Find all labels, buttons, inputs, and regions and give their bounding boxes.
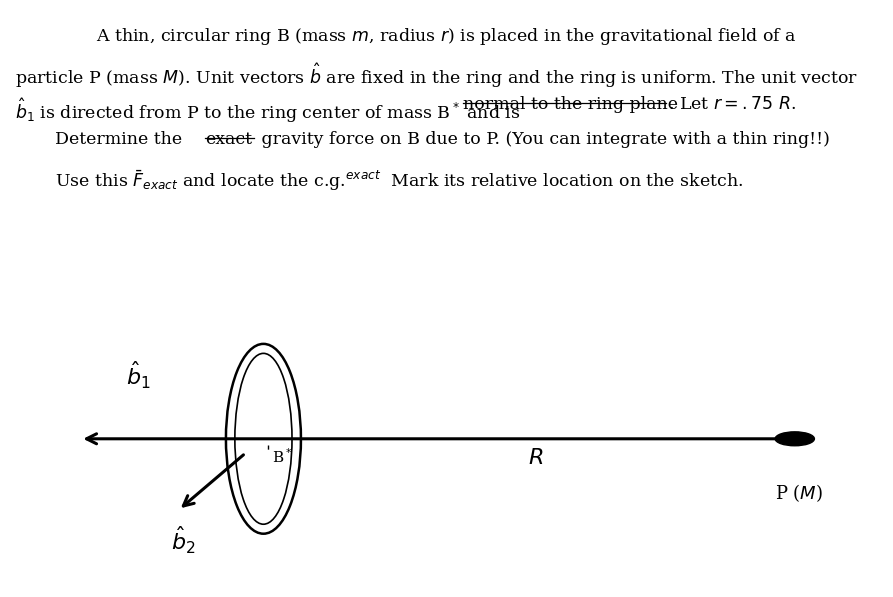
Text: $\hat{b}_1$ is directed from P to the ring center of mass B$^*$ and is: $\hat{b}_1$ is directed from P to the ri… bbox=[15, 96, 522, 125]
Text: B$^*$: B$^*$ bbox=[272, 447, 293, 466]
Circle shape bbox=[775, 432, 814, 446]
Text: Determine the: Determine the bbox=[55, 131, 188, 148]
Text: P ($M$): P ($M$) bbox=[775, 482, 823, 503]
Text: Use this $\bar{F}_{exact}$ and locate the c.g.$^{exact}$  Mark its relative loca: Use this $\bar{F}_{exact}$ and locate th… bbox=[55, 168, 743, 193]
Text: normal to the ring plane: normal to the ring plane bbox=[463, 96, 678, 113]
Text: $\hat{b}_1$: $\hat{b}_1$ bbox=[126, 360, 151, 391]
Text: exact: exact bbox=[205, 131, 252, 148]
Text: $\hat{b}_2$: $\hat{b}_2$ bbox=[171, 524, 196, 556]
Text: . Let $r = .75$ $R$.: . Let $r = .75$ $R$. bbox=[668, 96, 797, 113]
Text: particle P (mass $M$). Unit vectors $\hat{b}$ are fixed in the ring and the ring: particle P (mass $M$). Unit vectors $\ha… bbox=[15, 61, 858, 90]
Text: $R$: $R$ bbox=[528, 447, 544, 469]
Text: gravity force on B due to P. (You can integrate with a thin ring!!): gravity force on B due to P. (You can in… bbox=[256, 131, 830, 148]
Text: A thin, circular ring B (mass $m$, radius $r$) is placed in the gravitational fi: A thin, circular ring B (mass $m$, radiu… bbox=[96, 26, 797, 47]
